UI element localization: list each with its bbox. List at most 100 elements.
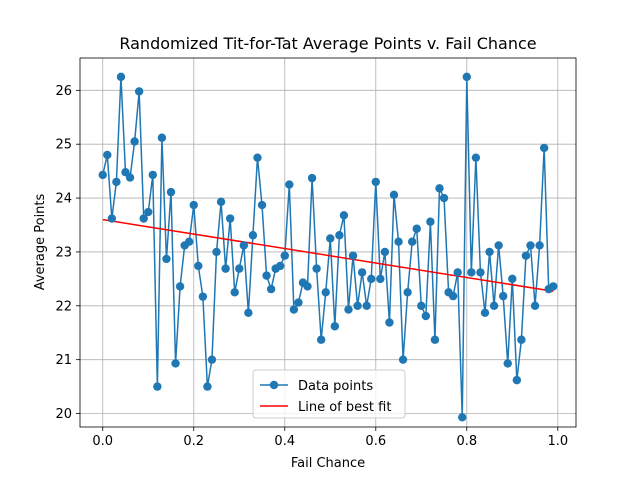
data-point-marker (326, 234, 335, 243)
x-tick-label: 0.2 (183, 434, 204, 449)
best-fit-line (102, 218, 554, 292)
data-point-marker (389, 190, 399, 200)
data-point-marker (480, 308, 490, 317)
data-point-marker (462, 72, 471, 82)
data-point-marker (353, 301, 362, 310)
data-point-marker (162, 254, 171, 264)
data-point-marker (380, 247, 390, 257)
data-point-marker (503, 359, 512, 368)
data-point-marker (467, 268, 476, 277)
data-point-marker (230, 288, 239, 297)
data-points-series-line (102, 76, 554, 419)
plot-background (80, 58, 576, 427)
data-point-marker (398, 355, 408, 364)
y-tick-label: 22 (55, 299, 72, 314)
data-point-marker (289, 305, 299, 314)
data-point-marker (426, 217, 435, 226)
data-point-marker (175, 282, 185, 291)
y-tick-label: 20 (55, 407, 72, 422)
data-point-marker (207, 355, 217, 364)
series-layer (98, 72, 558, 422)
y-tick-label: 25 (55, 138, 72, 153)
legend-label-data-points: Data points (298, 379, 373, 394)
data-point-marker (339, 211, 349, 220)
data-point-marker (235, 264, 244, 273)
x-tick-label: 0.4 (274, 434, 295, 449)
data-point-marker (266, 284, 276, 294)
data-point-marker (203, 382, 212, 391)
y-tick-label: 24 (55, 192, 72, 207)
data-point-marker (549, 282, 558, 291)
x-tick-label: 0.6 (365, 434, 386, 449)
data-point-marker (362, 301, 371, 310)
data-point-marker (498, 291, 508, 301)
data-point-marker (471, 153, 481, 162)
data-point-marker (439, 193, 449, 203)
data-point-marker (221, 264, 230, 273)
data-point-marker (330, 322, 340, 331)
data-point-marker (521, 251, 531, 260)
data-point-marker (312, 264, 321, 273)
data-point-marker (430, 335, 440, 344)
data-point-marker (198, 292, 208, 301)
data-point-marker (530, 301, 540, 310)
data-point-marker (476, 268, 485, 277)
data-point-marker (417, 301, 426, 310)
data-point-marker (98, 170, 107, 180)
data-point-marker (412, 224, 421, 233)
data-point-marker (344, 305, 353, 314)
data-point-marker (321, 288, 330, 297)
data-point-marker (316, 335, 326, 344)
data-point-marker (394, 237, 403, 246)
data-point-marker (307, 173, 317, 183)
data-point-marker (535, 241, 544, 250)
y-axis-label: Average Points (33, 193, 48, 290)
data-point-marker (294, 298, 303, 307)
data-point-marker (244, 308, 253, 317)
data-point-marker (262, 271, 271, 280)
x-tick-label: 1.0 (547, 434, 568, 449)
x-tick-label: 0.0 (92, 434, 113, 449)
data-point-marker (303, 282, 312, 291)
data-point-marker (494, 241, 503, 250)
data-point-marker (157, 133, 167, 142)
data-point-marker (280, 251, 289, 260)
data-point-marker (253, 153, 262, 162)
data-point-marker (435, 184, 444, 193)
data-point-marker (539, 143, 549, 153)
y-tick-label: 23 (55, 245, 72, 260)
data-point-marker (134, 87, 144, 96)
data-point-marker (171, 359, 180, 368)
data-point-marker (130, 137, 139, 146)
y-tick-label: 21 (55, 353, 72, 368)
legend-label-best-fit: Line of best fit (298, 400, 391, 415)
data-point-marker (225, 214, 235, 223)
data-point-marker (448, 291, 458, 301)
data-point-marker (348, 251, 358, 260)
data-point-marker (489, 301, 499, 310)
data-point-marker (107, 214, 117, 223)
data-point-marker (385, 318, 394, 327)
data-point-marker (139, 214, 148, 223)
data-point-marker (248, 231, 258, 240)
data-point-marker (239, 241, 249, 250)
data-point-marker (148, 170, 158, 180)
data-point-marker (144, 207, 153, 217)
data-point-marker (335, 231, 344, 240)
data-point-marker (485, 247, 494, 257)
data-point-marker (458, 413, 467, 422)
data-point-marker (367, 274, 376, 284)
chart-title: Randomized Tit-for-Tat Average Points v.… (119, 34, 536, 53)
data-point-marker (194, 261, 203, 271)
data-point-marker (526, 241, 535, 250)
data-point-marker (403, 288, 412, 297)
plot-frame (79, 57, 577, 428)
data-point-marker (185, 237, 194, 246)
legend: Data points Line of best fit (252, 369, 406, 419)
x-tick-label: 0.8 (456, 434, 477, 449)
data-point-marker (376, 274, 385, 284)
data-point-marker (285, 180, 294, 189)
data-point-marker (371, 177, 380, 187)
data-point-marker (212, 247, 221, 257)
